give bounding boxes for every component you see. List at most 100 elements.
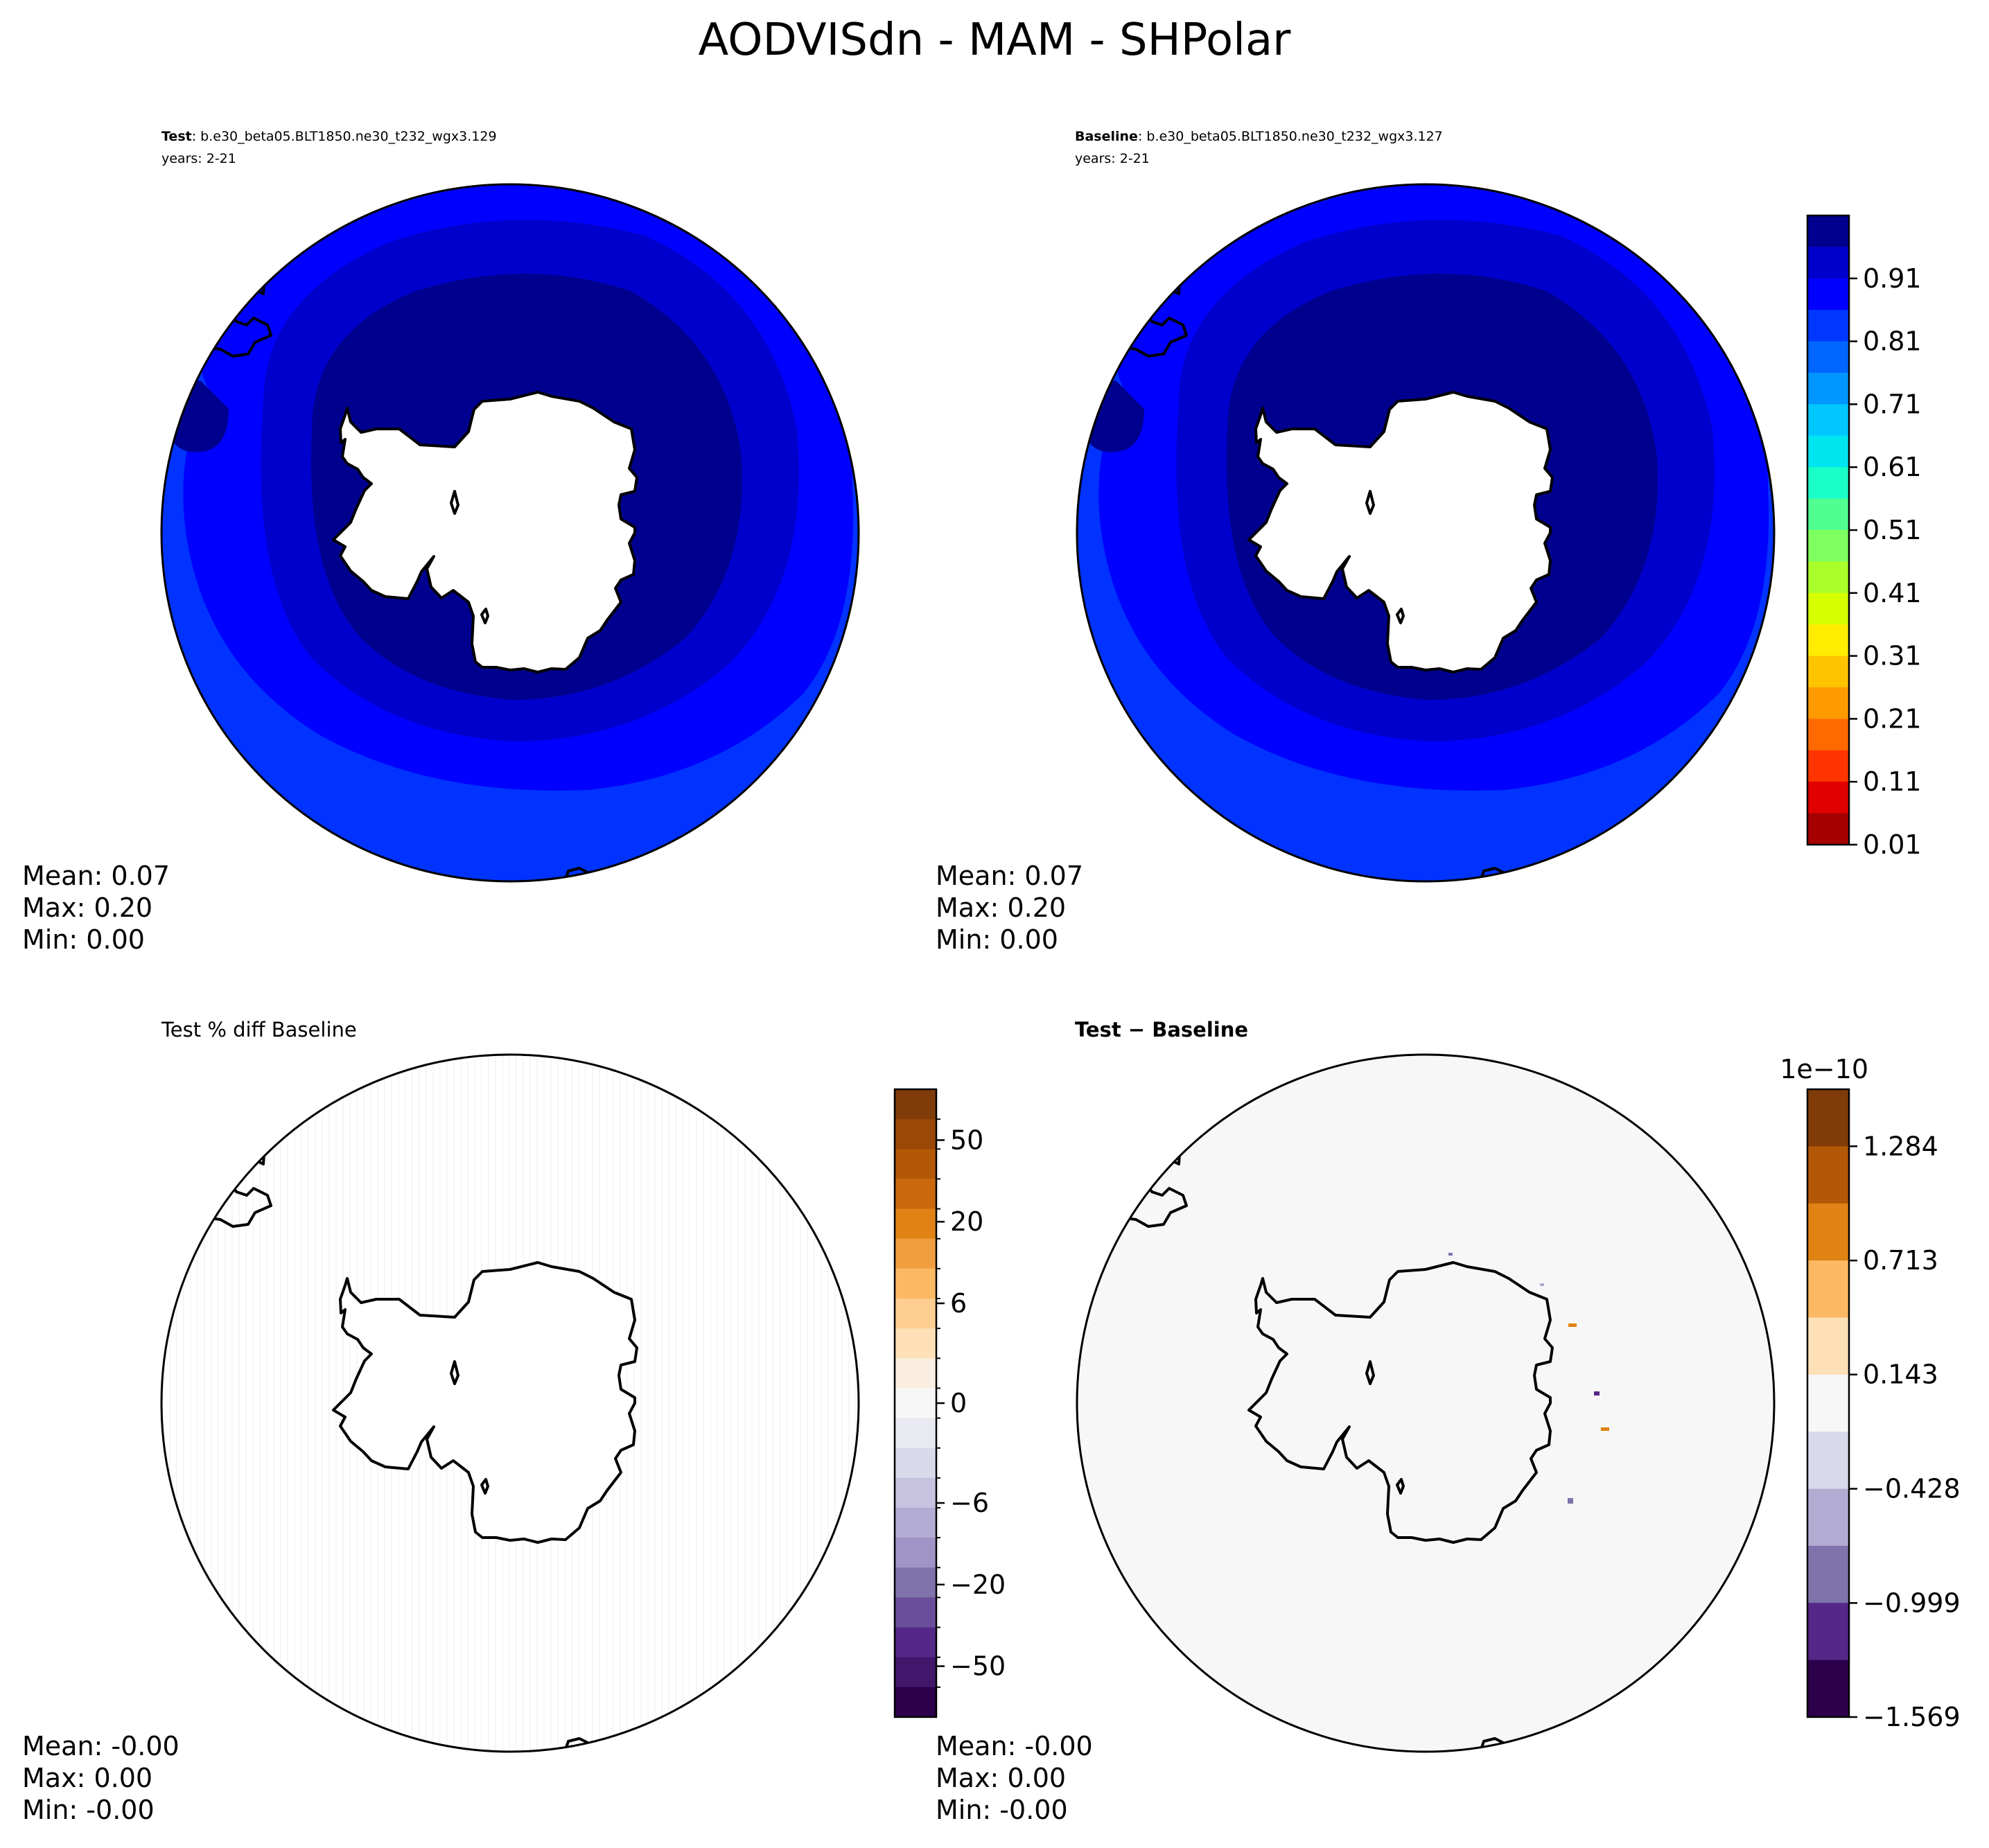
colorbar-segment [1807,1432,1849,1490]
colorbar-tick-label: −50 [950,1651,1006,1682]
panel-baseline-min: Min: 0.00 [936,924,1058,955]
colorbar-segment [895,1477,936,1508]
panel-diff: Test − Baseline Mean: -0.00 Max: 0.00 Mi… [936,1018,1776,1825]
colorbar-tick-label: −1.569 [1863,1702,1961,1732]
colorbar-tick-label: −0.999 [1863,1587,1961,1618]
colorbar-segment [1807,592,1849,625]
panel-test-min: Min: 0.00 [22,924,145,955]
colorbar-tick-label: 0.71 [1863,389,1922,419]
panel-pct-diff-title: Test % diff Baseline [161,1018,357,1041]
colorbar-tick-label: −20 [950,1569,1006,1600]
colorbar-segment [1807,498,1849,531]
colorbar-segment [895,1597,936,1628]
panel-pct-diff-min: Min: -0.00 [22,1795,155,1825]
colorbar-segment [1807,1260,1849,1319]
colorbar-segment [1807,467,1849,500]
colorbar-segment [1807,1603,1849,1661]
panel-test-mean: Mean: 0.07 [22,861,170,891]
colorbar-segment [1807,1203,1849,1261]
colorbar-segment [895,1567,936,1599]
colorbar-segment [1807,310,1849,342]
colorbar-segment [1807,624,1849,657]
colorbar-tick-label: 0.21 [1863,703,1922,734]
colorbar-tick-label: 0 [950,1388,967,1418]
diff-hotspot [1568,1498,1573,1504]
panel-test-years: years: 2-21 [161,151,236,166]
panel-diff-title: Test − Baseline [1075,1018,1248,1041]
colorbar-tick-label: 0.51 [1863,515,1922,545]
panel-diff-max: Max: 0.00 [936,1763,1066,1793]
panel-baseline: Baseline: b.e30_beta05.BLT1850.ne30_t232… [936,129,1776,955]
colorbar-segment [895,1388,936,1419]
panel-test-title: Test: b.e30_beta05.BLT1850.ne30_t232_wgx… [161,129,497,144]
colorbar-segment [895,1208,936,1240]
colorbar-segment [1807,404,1849,437]
colorbar-segment [1807,1146,1849,1204]
colorbar-tick-label: −0.428 [1863,1474,1961,1504]
colorbar-segment [895,1358,936,1389]
panel-test-max: Max: 0.20 [22,892,152,923]
panel-pct-diff-map [161,1055,859,1752]
panel-baseline-mean: Mean: 0.07 [936,861,1083,891]
colorbar-segment [1807,215,1849,247]
diff-hotspot [1540,1283,1544,1286]
colorbar-segment [895,1447,936,1479]
colorbar-tick-label: 0.31 [1863,641,1922,671]
colorbar-segment [895,1119,936,1150]
panel-diff-min: Min: -0.00 [936,1795,1068,1825]
colorbar-diff: 1.284 0.713 0.143 −0.428 −0.999 −1.569 1e−10 [1780,1054,1960,1732]
colorbar-main: 0.01 0.11 0.21 0.31 0.41 0.51 0.61 0.71 0.81 0.91 [1806,214,1922,860]
panel-pct-diff-map-border [160,1053,860,1753]
colorbar-tick-label: 50 [950,1125,983,1155]
colorbar-segment [895,1149,936,1180]
diff-hotspot [1568,1323,1577,1327]
colorbar-tick-label: 0.61 [1863,452,1922,482]
colorbar-segment [895,1627,936,1658]
colorbar-segment [1807,782,1849,814]
colorbar-segment [895,1657,936,1688]
panel-pct-diff-max: Max: 0.00 [22,1763,152,1793]
panel-baseline-map-border [1076,183,1776,883]
colorbar-tick-label: 0.11 [1863,766,1922,797]
panel-baseline-title-rest: : b.e30_beta05.BLT1850.ne30_t232_wgx3.12… [1138,129,1443,144]
colorbar-segment [895,1328,936,1359]
colorbar-tick-label: 0.81 [1863,326,1922,357]
colorbar-segment [1807,1545,1849,1603]
colorbar-segment [1807,719,1849,751]
colorbar-segment [1807,1488,1849,1547]
colorbar-segment [895,1418,936,1449]
colorbar-segment [895,1538,936,1568]
panel-baseline-title-bold: Baseline [1075,129,1138,144]
colorbar-segment [895,1089,936,1120]
panel-pct-diff: Test % diff Baseline Mean: -0.00 Max: 0.… [22,1018,860,1825]
panel-diff-mean: Mean: -0.00 [936,1731,1093,1761]
colorbar-tick-label: 20 [950,1206,983,1237]
colorbar-frame [1806,1088,1850,1718]
colorbar-tick-label: −6 [950,1488,989,1518]
colorbar-segment [1807,435,1849,468]
colorbar-segment [1807,813,1849,845]
colorbar-segment [895,1268,936,1299]
panel-pct-diff-mean: Mean: -0.00 [22,1731,179,1761]
colorbar-segment [1807,1317,1849,1375]
colorbar-segment [1807,341,1849,373]
colorbar-tick-label: 6 [950,1288,967,1319]
colorbar-segment [1807,373,1849,405]
panel-test-title-rest: : b.e30_beta05.BLT1850.ne30_t232_wgx3.12… [192,129,497,144]
colorbar-segment [1807,278,1849,310]
panel-diff-map-border [1076,1053,1776,1753]
colorbar-segment [1807,1089,1849,1147]
diff-hotspot [1594,1391,1600,1396]
colorbar-segment [1807,750,1849,782]
diff-hotspot [1601,1427,1609,1431]
panel-test: Test: b.e30_beta05.BLT1850.ne30_t232_wgx… [22,129,860,955]
panel-test-map-border [160,183,860,883]
colorbar-tick-label: 1.284 [1863,1131,1938,1161]
colorbar-segment [1807,247,1849,279]
colorbar-segment [1807,1374,1849,1432]
colorbar-segment [1807,561,1849,594]
colorbar-segment [895,1179,936,1210]
diff-hotspot [1448,1253,1453,1256]
colorbar-tick-label: 0.143 [1863,1359,1938,1390]
